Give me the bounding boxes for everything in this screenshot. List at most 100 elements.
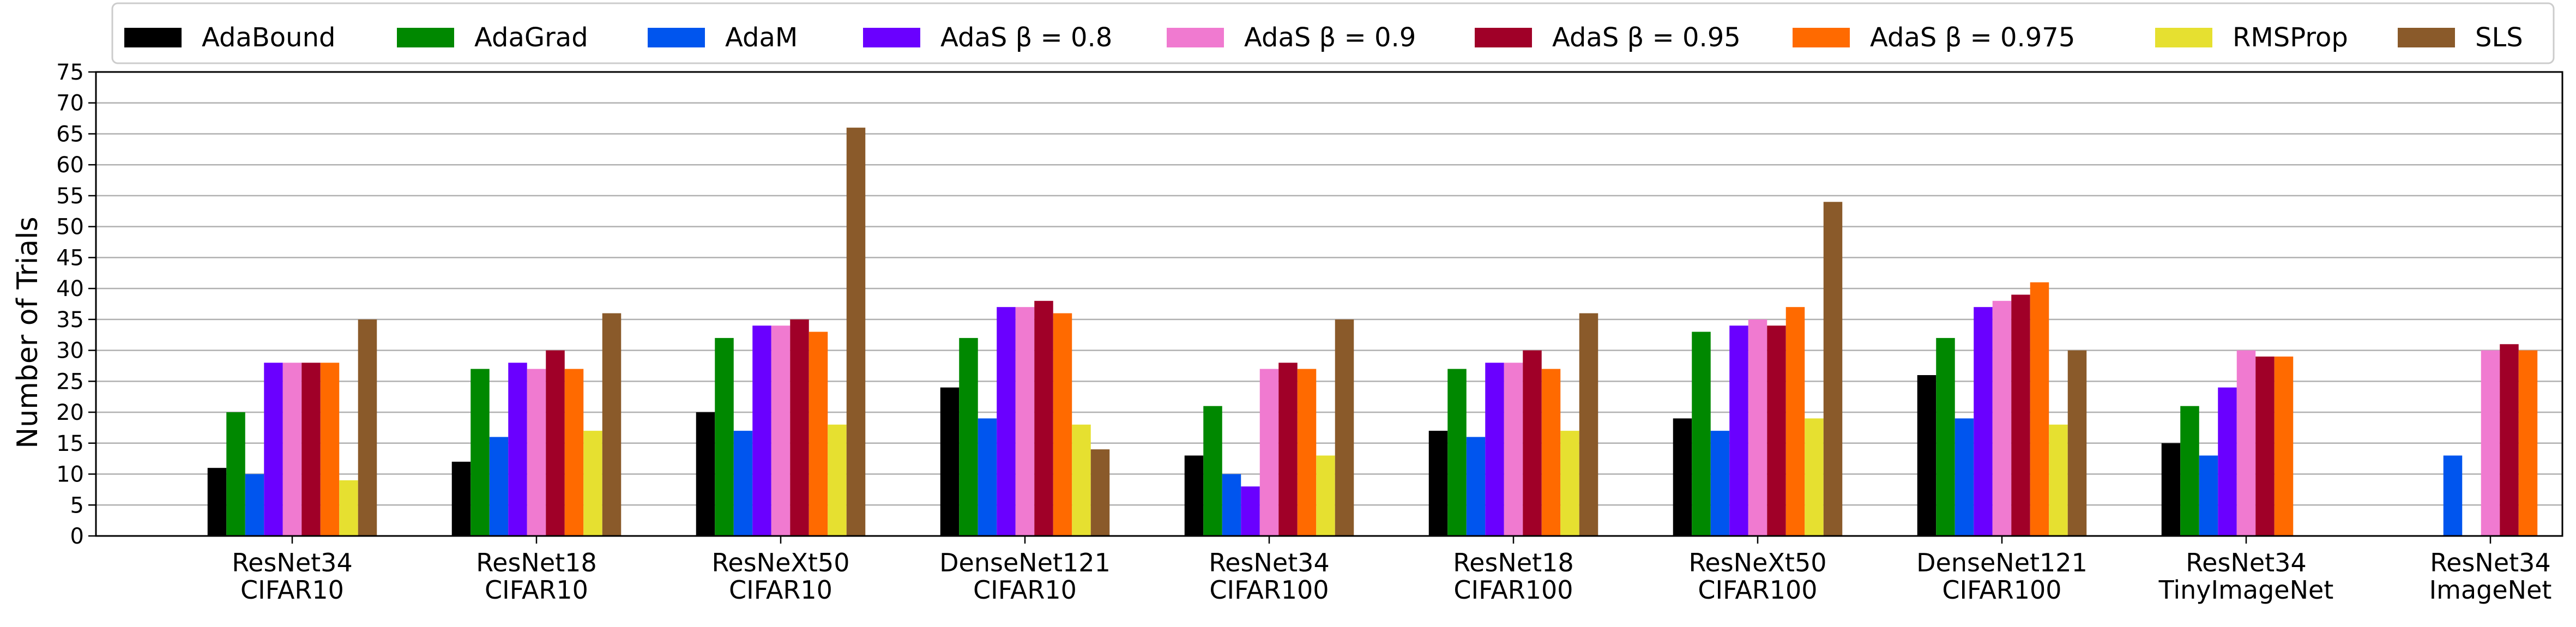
bar — [997, 307, 1016, 536]
legend-label: AdaS β = 0.975 — [1870, 22, 2075, 53]
bar — [2481, 350, 2500, 536]
bar — [301, 363, 321, 536]
x-tick-label: CIFAR10 — [973, 575, 1077, 605]
bar — [564, 369, 584, 536]
x-tick-label: ResNet18 — [1453, 548, 1573, 577]
bar — [602, 313, 622, 536]
y-tick-label: 10 — [56, 462, 84, 487]
legend: AdaBound AdaGrad AdaM AdaS β = 0.8 AdaS β = … — [111, 2, 2555, 64]
x-tick-label: ResNeXt50 — [712, 548, 850, 577]
bar — [1823, 202, 1843, 536]
bar — [320, 363, 340, 536]
x-tick-label: CIFAR100 — [1209, 575, 1329, 605]
bar — [1936, 337, 1955, 536]
legend-swatch — [124, 28, 182, 47]
bar — [1466, 437, 1486, 536]
bar — [1485, 363, 1504, 536]
bar — [245, 474, 264, 536]
bar — [1316, 455, 1335, 536]
legend-swatch — [2398, 28, 2455, 47]
bar — [1259, 369, 1279, 536]
bar — [752, 325, 771, 536]
bar — [1579, 313, 1598, 536]
bar — [1335, 319, 1354, 536]
y-tick-label: 25 — [56, 369, 84, 394]
bar — [2011, 294, 2030, 536]
bar — [771, 325, 791, 536]
y-tick-label: 60 — [56, 153, 84, 178]
bar — [264, 363, 283, 536]
legend-label: AdaS β = 0.9 — [1244, 22, 1416, 53]
bar — [2500, 344, 2519, 536]
x-tick-label: ResNet18 — [476, 548, 596, 577]
x-axis: ResNet34CIFAR10ResNet18CIFAR10ResNeXt50C… — [232, 536, 2551, 605]
bar — [2180, 406, 2199, 536]
plot-frame — [95, 71, 2563, 537]
legend-swatch — [397, 28, 454, 47]
bar — [1278, 363, 1298, 536]
x-tick-label: CIFAR100 — [1453, 575, 1573, 605]
bar — [339, 480, 358, 536]
bar — [1090, 449, 1110, 536]
y-tick-label: 30 — [56, 339, 84, 364]
bar — [733, 431, 753, 536]
y-axis: 0 5 10 15 20 25 30 35 40 45 50 55 60 65 70 75 — [56, 60, 96, 549]
x-tick-label: CIFAR10 — [729, 575, 832, 605]
bar — [715, 337, 734, 536]
bar — [489, 437, 509, 536]
x-tick-label: ResNeXt50 — [1689, 548, 1827, 577]
bar — [1184, 455, 1204, 536]
bar — [2443, 455, 2463, 536]
bar — [2274, 356, 2294, 536]
x-tick-label: CIFAR100 — [1698, 575, 1817, 605]
y-axis-label: Number of Trials — [11, 216, 44, 448]
bar — [978, 418, 997, 536]
x-tick-label: CIFAR10 — [240, 575, 344, 605]
bar — [1504, 363, 1523, 536]
bar — [2049, 424, 2068, 536]
bar — [470, 369, 490, 536]
bar — [2067, 350, 2087, 536]
y-tick-label: 65 — [56, 122, 84, 147]
bar — [1729, 325, 1748, 536]
bars — [207, 128, 2538, 536]
bar — [1203, 406, 1222, 536]
bar — [1692, 331, 1711, 536]
bar — [1447, 369, 1467, 536]
x-tick-label: ResNet34 — [2186, 548, 2306, 577]
bar — [1222, 474, 1241, 536]
bar — [508, 363, 527, 536]
x-tick-label: ResNet34 — [1209, 548, 1329, 577]
legend-swatch — [1793, 28, 1850, 47]
bar — [1241, 486, 1260, 536]
x-tick-label: CIFAR100 — [1942, 575, 2061, 605]
y-tick-label: 5 — [70, 493, 84, 518]
bar — [207, 468, 227, 536]
bar — [1297, 369, 1317, 536]
bar — [828, 424, 847, 536]
bar — [546, 350, 565, 536]
plot-border — [95, 71, 2563, 537]
bar — [1523, 350, 1542, 536]
x-tick-label: CIFAR10 — [485, 575, 588, 605]
legend-swatch — [1475, 28, 1532, 47]
y-tick-label: 35 — [56, 308, 84, 333]
legend-swatch — [863, 28, 920, 47]
x-tick-label: ImageNet — [2429, 575, 2552, 605]
legend-label: AdaBound — [202, 22, 335, 53]
bar — [1072, 424, 1091, 536]
legend-label: AdaM — [725, 22, 798, 53]
bar — [1053, 313, 1072, 536]
y-tick-label: 15 — [56, 431, 84, 456]
bar — [451, 461, 471, 536]
bar — [2161, 443, 2181, 536]
y-tick-label: 0 — [70, 524, 84, 549]
bar — [940, 387, 960, 536]
bar — [1541, 369, 1561, 536]
bar — [583, 431, 602, 536]
legend-label: AdaGrad — [474, 22, 588, 53]
x-tick-label: TinyImageNet — [2158, 575, 2334, 605]
bar — [1034, 300, 1053, 536]
